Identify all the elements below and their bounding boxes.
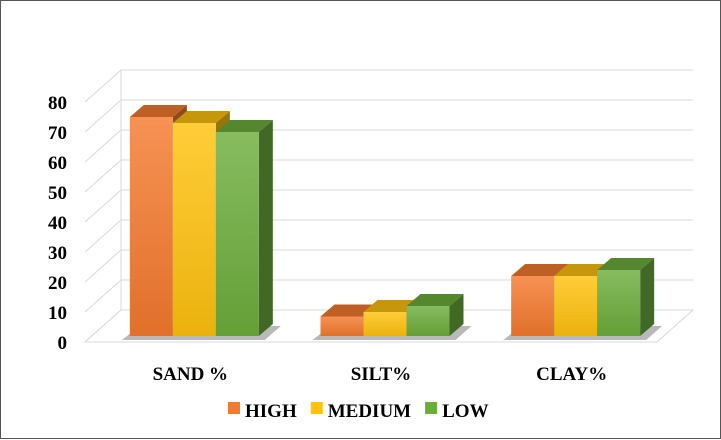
y-tick-label: 30 — [48, 243, 67, 264]
y-tick-label: 20 — [48, 273, 67, 294]
bar — [597, 258, 655, 336]
bar — [406, 294, 464, 336]
bar-top — [129, 105, 187, 117]
legend-label: LOW — [442, 401, 488, 422]
bar-side — [640, 258, 655, 336]
bar-top — [320, 304, 378, 317]
bar — [215, 120, 273, 336]
bar-top — [406, 294, 464, 306]
legend-swatch — [310, 402, 323, 414]
bar-front — [215, 132, 259, 336]
legend-swatch — [228, 402, 240, 414]
bars — [121, 105, 663, 340]
x-axis-categories: SAND % SILT% CLAY% — [153, 364, 608, 385]
y-tick-label: 70 — [48, 123, 67, 144]
y-tick-label: 80 — [48, 93, 67, 114]
y-tick-label: 10 — [48, 303, 67, 324]
bar-top — [172, 111, 230, 123]
gridline — [84, 219, 693, 253]
gridline — [84, 279, 693, 313]
bar-top — [215, 120, 273, 132]
gridline — [84, 99, 693, 133]
x-category-label: CLAY% — [536, 364, 607, 385]
y-tick-label: 50 — [48, 183, 67, 204]
bar-side — [258, 120, 273, 336]
legend-item: MEDIUM — [310, 401, 411, 422]
gridline — [84, 159, 693, 193]
y-tick-label: 60 — [48, 153, 67, 174]
bar-front — [406, 306, 450, 336]
bar-side — [449, 294, 464, 336]
legend-swatch — [425, 402, 438, 414]
bar-top — [554, 264, 612, 276]
bar-front — [172, 123, 216, 336]
y-tick-label: 0 — [58, 333, 68, 354]
gridline — [84, 189, 693, 223]
legend-label: HIGH — [245, 401, 297, 422]
gridline — [84, 249, 693, 283]
bar-top — [363, 300, 421, 312]
legend-item: HIGH — [228, 401, 297, 422]
legend-item: LOW — [425, 401, 489, 422]
gridline — [84, 69, 693, 103]
bar-front — [320, 316, 364, 336]
bar-front — [554, 276, 598, 336]
bar-front — [511, 276, 555, 336]
bar-front — [129, 117, 173, 336]
bar-front — [363, 312, 407, 336]
legend-label: MEDIUM — [328, 401, 411, 422]
gridline — [84, 129, 693, 163]
legend: HIGH MEDIUM LOW — [228, 401, 489, 422]
y-tick-label: 40 — [48, 213, 67, 234]
bar-top — [597, 258, 655, 270]
y-axis-ticks: 0 10 20 30 40 50 60 70 80 — [48, 93, 67, 354]
bar-top — [511, 264, 569, 276]
x-category-label: SILT% — [351, 364, 412, 385]
bar-front — [597, 270, 641, 336]
x-category-label: SAND % — [153, 364, 228, 385]
